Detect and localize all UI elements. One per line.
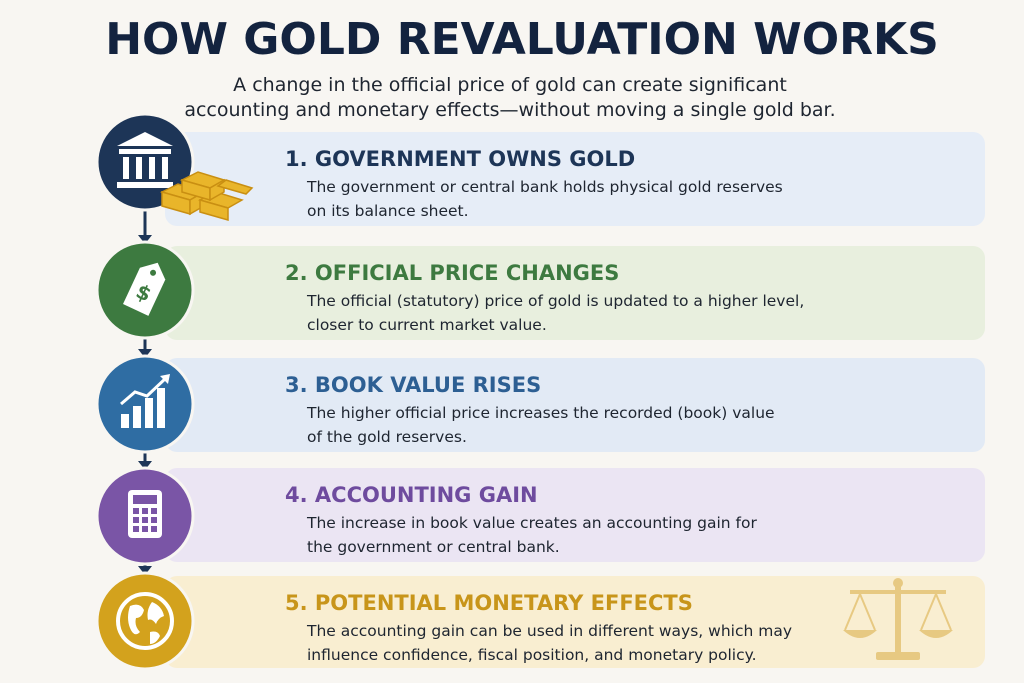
step-description-line: The higher official price increases the … bbox=[306, 404, 775, 422]
step-description-line: of the gold reserves. bbox=[307, 428, 467, 446]
step-icon-circle bbox=[95, 571, 195, 671]
scales-icon bbox=[843, 578, 953, 660]
step: 4. ACCOUNTING GAIN The increase in book v… bbox=[95, 466, 985, 575]
tag-icon: $ bbox=[123, 262, 166, 316]
step-card bbox=[165, 132, 985, 226]
step: 2. OFFICIAL PRICE CHANGES The official (s… bbox=[95, 240, 985, 358]
step-card bbox=[165, 358, 985, 452]
step: 3. BOOK VALUE RISES The higher official p… bbox=[95, 354, 985, 470]
step-description-line: on its balance sheet. bbox=[307, 202, 469, 220]
step-card bbox=[165, 468, 985, 562]
title: HOW GOLD REVALUATION WORKS bbox=[105, 14, 939, 65]
subtitle-line: accounting and monetary effects—without … bbox=[184, 99, 835, 121]
gold-bars bbox=[159, 171, 254, 221]
step: 5. POTENTIAL MONETARY EFFECTS The account… bbox=[95, 571, 985, 671]
globe-icon bbox=[116, 592, 174, 650]
step-card bbox=[165, 246, 985, 340]
step-title: 5. POTENTIAL MONETARY EFFECTS bbox=[285, 591, 693, 615]
step-description-line: The government or central bank holds phy… bbox=[306, 178, 783, 196]
icons: $ bbox=[116, 132, 953, 660]
arrow-head bbox=[138, 566, 152, 575]
arrow-head bbox=[138, 461, 152, 470]
step-description-line: The increase in book value creates an ac… bbox=[306, 514, 757, 532]
calculator-icon bbox=[128, 490, 162, 538]
step: 1. GOVERNMENT OWNS GOLD The government or… bbox=[95, 112, 985, 244]
step-description-line: The official (statutory) price of gold i… bbox=[306, 292, 804, 310]
bank-icon bbox=[117, 132, 173, 188]
step-description-line: the government or central bank. bbox=[307, 538, 560, 556]
step-description-line: influence confidence, fiscal position, a… bbox=[307, 646, 757, 664]
arrow-head bbox=[138, 349, 152, 358]
arrow-head bbox=[138, 235, 152, 244]
subtitle-line: A change in the official price of gold c… bbox=[233, 74, 787, 96]
step-description-line: closer to current market value. bbox=[307, 316, 547, 334]
step-title: 2. OFFICIAL PRICE CHANGES bbox=[285, 261, 619, 285]
step-title: 4. ACCOUNTING GAIN bbox=[285, 483, 538, 507]
step-description-line: The accounting gain can be used in diffe… bbox=[306, 622, 792, 640]
step-card bbox=[165, 576, 985, 668]
growth-icon bbox=[120, 374, 170, 428]
step-title: 3. BOOK VALUE RISES bbox=[285, 373, 541, 397]
step-title: 1. GOVERNMENT OWNS GOLD bbox=[285, 147, 635, 171]
